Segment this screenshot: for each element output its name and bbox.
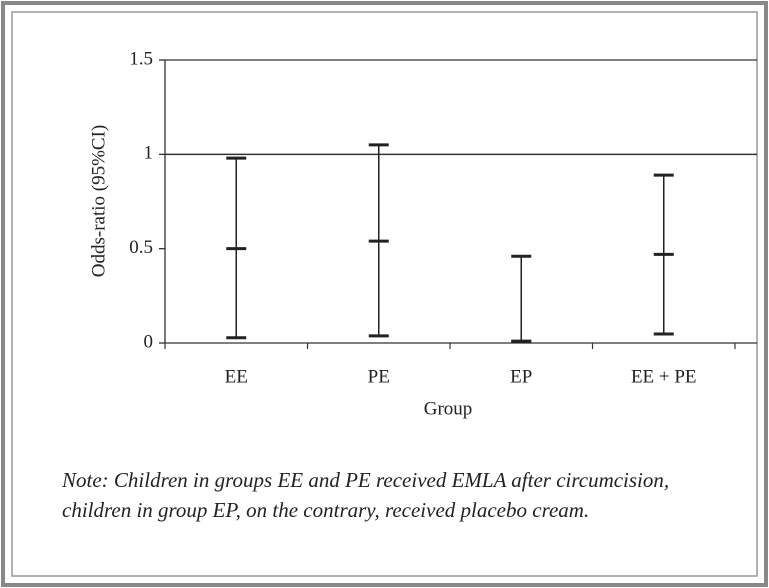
x-tick-label: PE xyxy=(368,366,390,387)
note: Note: Children in groups EE and PE recei… xyxy=(62,468,670,522)
y-tick-label: 1 xyxy=(144,143,154,164)
x-tick-label: EP xyxy=(510,366,532,387)
y-axis-label: Odds-ratio (95%CI) xyxy=(88,125,109,278)
y-tick-label: 0.5 xyxy=(129,237,153,258)
y-tick-label: 0 xyxy=(144,331,154,352)
inner-frame xyxy=(11,11,758,577)
x-tick-label: EE xyxy=(225,366,248,387)
x-axis-label: Group xyxy=(424,398,473,419)
y-tick-label: 1.5 xyxy=(129,48,153,69)
x-tick-label: EE + PE xyxy=(631,366,697,387)
